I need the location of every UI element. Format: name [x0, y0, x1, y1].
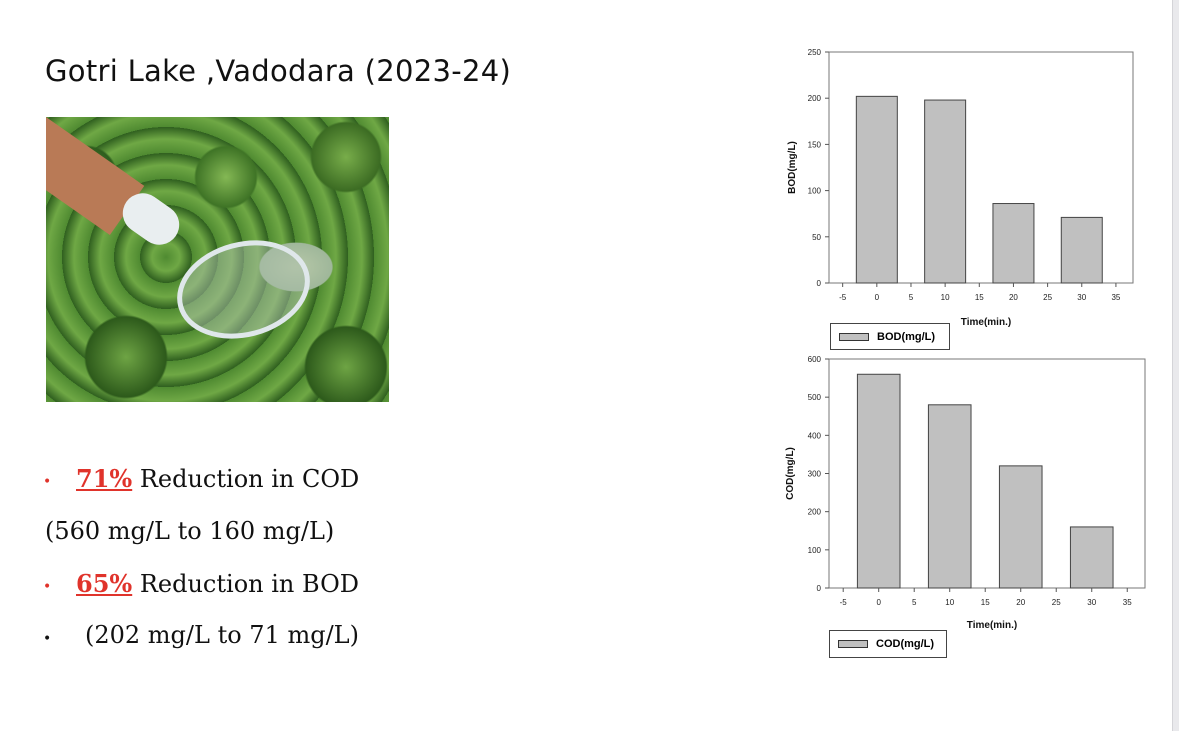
list-item: (560 mg/L to 160 mg/L) — [45, 517, 334, 545]
cod-x-tick-label: 35 — [1123, 598, 1132, 607]
bod-bar — [924, 99, 967, 284]
cod-bar — [998, 465, 1043, 589]
list-item: • 71% Reduction in COD — [43, 464, 360, 493]
list-item: • (202 mg/L to 71 mg/L) — [43, 621, 359, 649]
legend-swatch — [838, 640, 868, 648]
cod-y-tick-label: 0 — [817, 584, 822, 593]
bod-y-tick-label: 0 — [817, 279, 822, 288]
legend-label: BOD(mg/L) — [877, 330, 936, 343]
cod-bar — [1069, 526, 1114, 589]
bod-y-tick-label: 200 — [808, 94, 822, 103]
bod-x-tick-label: 5 — [909, 293, 914, 302]
bod-bar — [1060, 216, 1103, 284]
cod-x-tick-label: -5 — [840, 598, 848, 607]
bod-x-tick-label: 25 — [1043, 293, 1052, 302]
bod-x-tick-label: 0 — [875, 293, 880, 302]
bullet-dot: • — [43, 631, 52, 647]
bod-x-tick-label: 20 — [1009, 293, 1018, 302]
cod-range: (560 mg/L to 160 mg/L) — [45, 517, 335, 545]
bod-bar — [992, 203, 1035, 284]
cod-x-tick-label: 25 — [1052, 598, 1061, 607]
cod-x-tick-label: 20 — [1016, 598, 1025, 607]
bod-legend: BOD(mg/L) — [830, 323, 950, 350]
list-item: • 65% Reduction in BOD — [43, 569, 359, 598]
bod-x-tick-label: 30 — [1077, 293, 1086, 302]
bod-x-axis-label: Time(min.) — [961, 317, 1011, 328]
cod-reduction-label: Reduction in COD — [132, 465, 360, 493]
bod-x-tick-label: 35 — [1111, 293, 1120, 302]
bullet-dot: • — [43, 579, 52, 595]
bod-bar — [855, 95, 898, 284]
cod-bar — [856, 373, 901, 589]
cod-x-tick-label: 15 — [981, 598, 990, 607]
cod-y-tick-label: 500 — [808, 393, 822, 402]
lake-sampling-photo — [46, 117, 389, 402]
legend-swatch — [839, 332, 869, 341]
cod-y-tick-label: 600 — [808, 355, 822, 364]
bod-y-tick-label: 100 — [808, 187, 822, 196]
bod-x-tick-label: 10 — [941, 293, 950, 302]
bod-plot-frame — [828, 51, 1134, 284]
bod-x-tick-label: 15 — [975, 293, 984, 302]
bod-y-tick-label: 150 — [808, 140, 822, 149]
cod-y-tick-label: 100 — [808, 546, 822, 555]
cod-x-tick-label: 5 — [912, 598, 917, 607]
page-edge — [1172, 0, 1179, 731]
cod-x-tick-label: 0 — [876, 598, 881, 607]
bod-y-axis-label: BOD(mg/L) — [787, 141, 798, 194]
cod-legend: COD(mg/L) — [829, 630, 947, 658]
cod-y-tick-label: 300 — [808, 470, 822, 479]
legend-label: COD(mg/L) — [876, 638, 935, 650]
slide-title: Gotri Lake ,Vadodara (2023-24) — [45, 54, 512, 88]
cod-x-tick-label: 10 — [945, 598, 954, 607]
bod-y-tick-label: 50 — [812, 233, 821, 242]
cod-reduction-percent: 71% — [76, 464, 133, 493]
cod-bar — [927, 404, 972, 589]
cod-y-tick-label: 200 — [808, 508, 822, 517]
cod-y-tick-label: 400 — [808, 431, 822, 440]
bullet-dot: • — [43, 474, 52, 490]
bod-range: (202 mg/L to 71 mg/L) — [85, 621, 359, 649]
bod-reduction-percent: 65% — [76, 569, 133, 598]
bod-x-tick-label: -5 — [839, 293, 847, 302]
cod-x-axis-label: Time(min.) — [967, 620, 1017, 631]
bod-reduction-label: Reduction in BOD — [132, 570, 359, 598]
cod-x-tick-label: 30 — [1087, 598, 1096, 607]
bod-y-tick-label: 250 — [808, 48, 822, 57]
cod-y-axis-label: COD(mg/L) — [785, 447, 796, 500]
